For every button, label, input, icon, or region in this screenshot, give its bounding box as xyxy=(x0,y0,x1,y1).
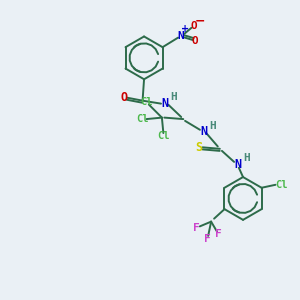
Text: H: H xyxy=(243,153,250,163)
Text: +: + xyxy=(181,24,189,34)
Text: H: H xyxy=(170,92,177,102)
Text: O: O xyxy=(192,36,199,46)
Text: N: N xyxy=(161,97,168,110)
Text: F: F xyxy=(194,223,200,232)
Text: Cl: Cl xyxy=(157,131,170,141)
Text: N: N xyxy=(234,158,241,171)
Text: Cl: Cl xyxy=(136,114,149,124)
Text: O: O xyxy=(121,91,128,104)
Text: O: O xyxy=(190,21,197,32)
Text: S: S xyxy=(196,141,202,154)
Text: H: H xyxy=(209,121,216,130)
Text: Cl: Cl xyxy=(275,180,288,190)
Text: −: − xyxy=(195,14,205,28)
Text: N: N xyxy=(200,125,207,138)
Text: F: F xyxy=(215,229,222,239)
Text: Cl: Cl xyxy=(140,97,153,107)
Text: N: N xyxy=(178,31,184,41)
Text: F: F xyxy=(204,234,211,244)
